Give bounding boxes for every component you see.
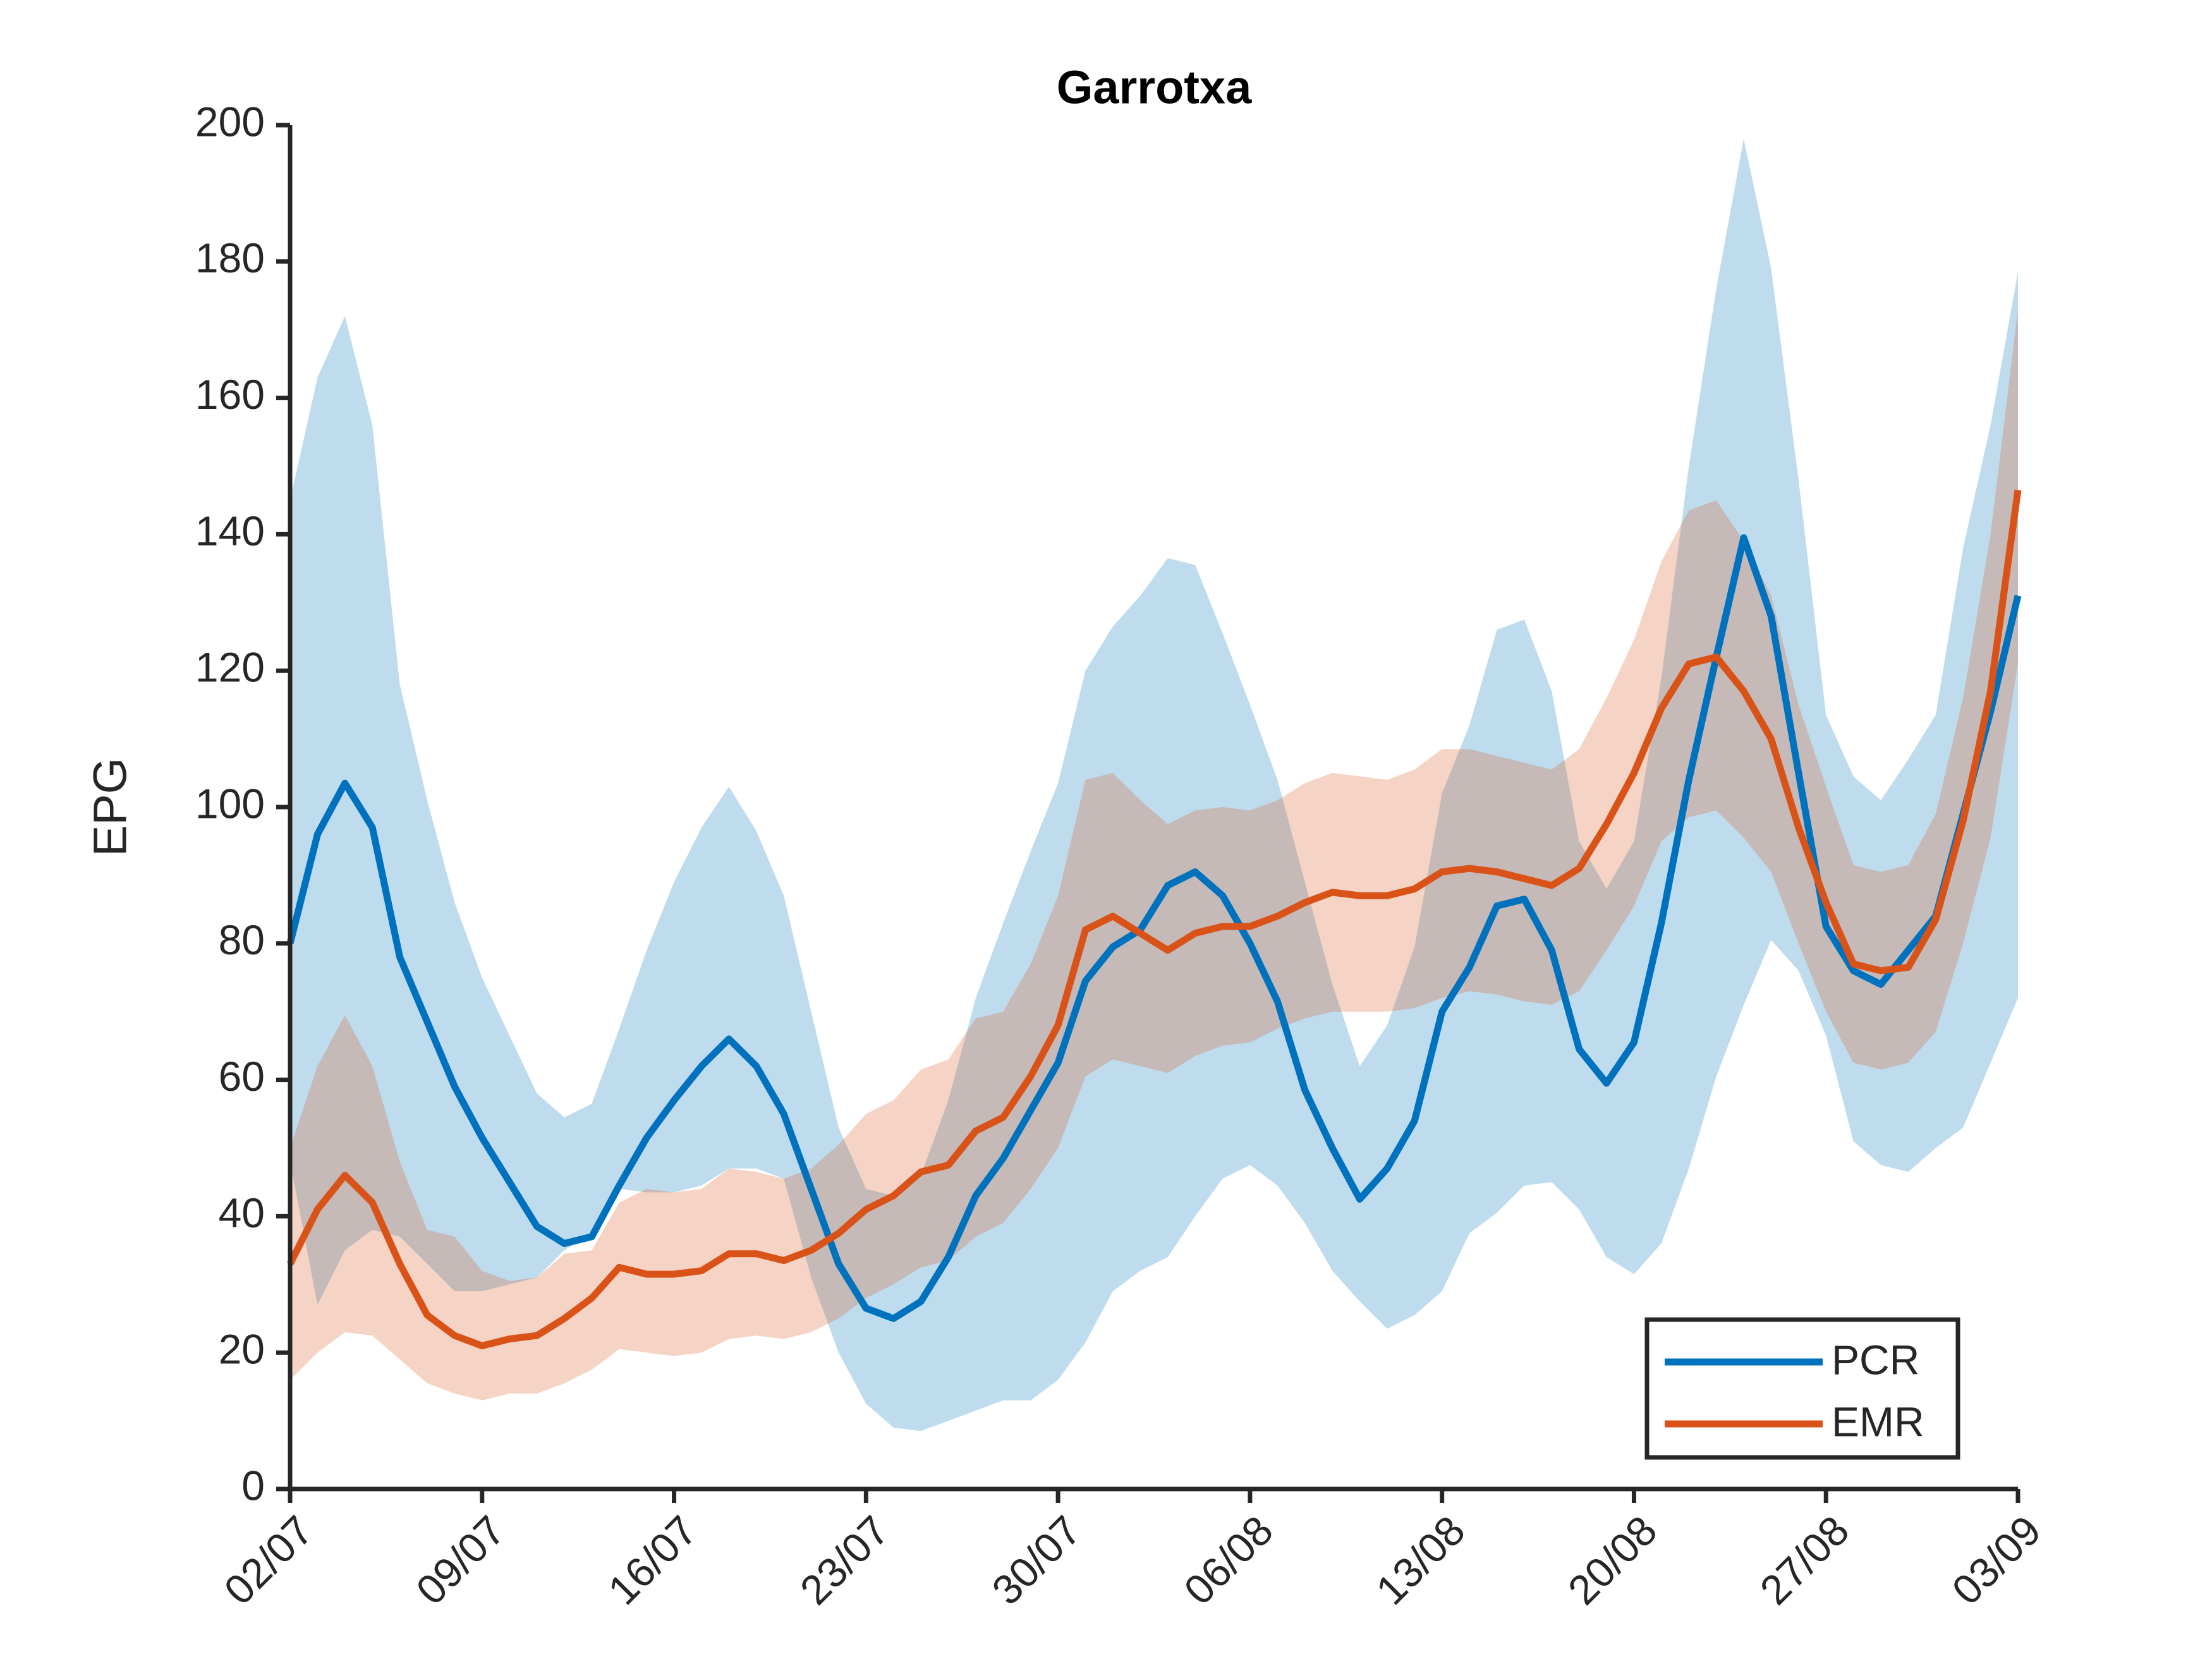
x-tick-label: 20/08 [1559,1507,1666,1613]
y-tick-label: 20 [219,1326,265,1373]
x-tick-label: 30/07 [983,1507,1090,1613]
legend-label: EMR [1832,1398,1924,1445]
y-tick-label: 0 [241,1462,265,1509]
x-tick-label: 23/07 [791,1507,897,1613]
y-tick-label: 120 [195,644,265,691]
y-tick-label: 40 [219,1189,265,1236]
x-tick-label: 13/08 [1367,1507,1474,1613]
x-tick-label: 16/07 [599,1507,706,1613]
chart-title: Garrotxa [1057,61,1252,114]
x-tick-label: 06/08 [1175,1507,1282,1613]
y-tick-label: 100 [195,780,265,827]
y-tick-label: 80 [219,916,265,963]
x-tick-label: 02/07 [215,1507,322,1613]
y-tick-label: 160 [195,371,265,418]
legend: PCR EMR [1644,1317,1960,1460]
x-tick-label: 27/08 [1751,1507,1857,1613]
legend-box [1644,1317,1960,1460]
y-tick-label: 60 [219,1053,265,1100]
legend-label: PCR [1832,1336,1919,1383]
confidence-band [290,309,2018,1401]
series-line [286,534,2022,1322]
x-tick-label: 03/09 [1943,1507,2050,1613]
series-line [287,489,2022,1349]
y-tick-label: 140 [195,507,265,554]
y-axis-label: EPG [84,758,137,856]
x-tick-label: 09/07 [407,1507,514,1613]
y-tick-label: 200 [195,98,265,145]
confidence-band [290,138,2018,1431]
y-tick-label: 180 [195,234,265,281]
